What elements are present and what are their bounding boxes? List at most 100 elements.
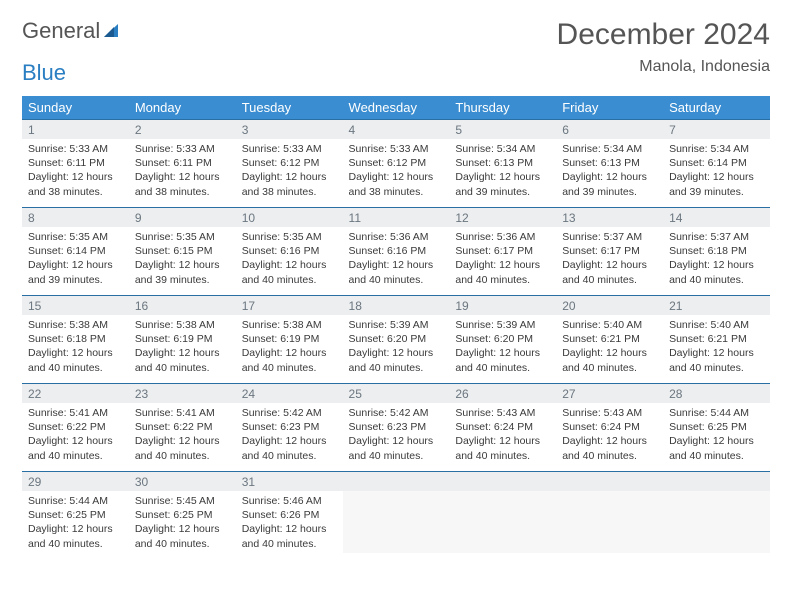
sunrise-text: Sunrise: 5:33 AM: [135, 142, 230, 156]
weekday-header: Tuesday: [236, 96, 343, 120]
daylight-text: Daylight: 12 hours and 40 minutes.: [28, 522, 123, 550]
calendar-cell: 30Sunrise: 5:45 AMSunset: 6:25 PMDayligh…: [129, 472, 236, 560]
day-body: Sunrise: 5:46 AMSunset: 6:26 PMDaylight:…: [236, 491, 343, 555]
day-body-empty: [556, 491, 663, 553]
sunset-text: Sunset: 6:22 PM: [135, 420, 230, 434]
weekday-header: Saturday: [663, 96, 770, 120]
calendar-cell: 15Sunrise: 5:38 AMSunset: 6:18 PMDayligh…: [22, 296, 129, 384]
daylight-text: Daylight: 12 hours and 39 minutes.: [28, 258, 123, 286]
day-number: 30: [129, 472, 236, 491]
location: Manola, Indonesia: [557, 58, 770, 76]
daylight-text: Daylight: 12 hours and 39 minutes.: [562, 170, 657, 198]
sunrise-text: Sunrise: 5:45 AM: [135, 494, 230, 508]
day-number: 14: [663, 208, 770, 227]
day-number: 31: [236, 472, 343, 491]
day-body: Sunrise: 5:35 AMSunset: 6:16 PMDaylight:…: [236, 227, 343, 291]
day-number: 16: [129, 296, 236, 315]
day-number: 2: [129, 120, 236, 139]
daylight-text: Daylight: 12 hours and 40 minutes.: [349, 346, 444, 374]
calendar-cell: 20Sunrise: 5:40 AMSunset: 6:21 PMDayligh…: [556, 296, 663, 384]
day-body: Sunrise: 5:44 AMSunset: 6:25 PMDaylight:…: [22, 491, 129, 555]
day-number: 24: [236, 384, 343, 403]
day-body: Sunrise: 5:36 AMSunset: 6:17 PMDaylight:…: [449, 227, 556, 291]
sunset-text: Sunset: 6:18 PM: [669, 244, 764, 258]
day-number: 22: [22, 384, 129, 403]
calendar-cell: 21Sunrise: 5:40 AMSunset: 6:21 PMDayligh…: [663, 296, 770, 384]
daylight-text: Daylight: 12 hours and 40 minutes.: [455, 434, 550, 462]
sunset-text: Sunset: 6:22 PM: [28, 420, 123, 434]
sunset-text: Sunset: 6:17 PM: [455, 244, 550, 258]
day-body: Sunrise: 5:37 AMSunset: 6:17 PMDaylight:…: [556, 227, 663, 291]
day-number: 4: [343, 120, 450, 139]
day-body-empty: [343, 491, 450, 553]
calendar-cell: 1Sunrise: 5:33 AMSunset: 6:11 PMDaylight…: [22, 120, 129, 208]
day-body: Sunrise: 5:36 AMSunset: 6:16 PMDaylight:…: [343, 227, 450, 291]
calendar-cell: 24Sunrise: 5:42 AMSunset: 6:23 PMDayligh…: [236, 384, 343, 472]
sunset-text: Sunset: 6:25 PM: [28, 508, 123, 522]
sunrise-text: Sunrise: 5:42 AM: [242, 406, 337, 420]
calendar-cell: 23Sunrise: 5:41 AMSunset: 6:22 PMDayligh…: [129, 384, 236, 472]
calendar-cell: 7Sunrise: 5:34 AMSunset: 6:14 PMDaylight…: [663, 120, 770, 208]
calendar-cell: 14Sunrise: 5:37 AMSunset: 6:18 PMDayligh…: [663, 208, 770, 296]
calendar-cell: 2 Sunrise: 5:33 AMSunset: 6:11 PMDaylight…: [129, 120, 236, 208]
logo-sail-icon: [102, 22, 122, 40]
sunset-text: Sunset: 6:20 PM: [455, 332, 550, 346]
day-body: Sunrise: 5:45 AMSunset: 6:25 PMDaylight:…: [129, 491, 236, 555]
day-number-empty: [663, 472, 770, 491]
day-number: 23: [129, 384, 236, 403]
day-number: 13: [556, 208, 663, 227]
day-number-empty: [449, 472, 556, 491]
sunrise-text: Sunrise: 5:40 AM: [562, 318, 657, 332]
calendar-cell: 3Sunrise: 5:33 AMSunset: 6:12 PMDaylight…: [236, 120, 343, 208]
day-number-empty: [556, 472, 663, 491]
sunrise-text: Sunrise: 5:34 AM: [562, 142, 657, 156]
day-number: 18: [343, 296, 450, 315]
day-body: Sunrise: 5:41 AMSunset: 6:22 PMDaylight:…: [129, 403, 236, 467]
calendar-cell: 12Sunrise: 5:36 AMSunset: 6:17 PMDayligh…: [449, 208, 556, 296]
calendar-cell: [663, 472, 770, 560]
sunrise-text: Sunrise: 5:33 AM: [349, 142, 444, 156]
day-number: 5: [449, 120, 556, 139]
calendar-cell: 13Sunrise: 5:37 AMSunset: 6:17 PMDayligh…: [556, 208, 663, 296]
daylight-text: Daylight: 12 hours and 40 minutes.: [349, 258, 444, 286]
calendar-cell: [556, 472, 663, 560]
daylight-text: Daylight: 12 hours and 39 minutes.: [455, 170, 550, 198]
calendar-cell: 19Sunrise: 5:39 AMSunset: 6:20 PMDayligh…: [449, 296, 556, 384]
day-body: Sunrise: 5:33 AMSunset: 6:12 PMDaylight:…: [236, 139, 343, 203]
sunset-text: Sunset: 6:24 PM: [562, 420, 657, 434]
sunset-text: Sunset: 6:13 PM: [562, 156, 657, 170]
day-number: 17: [236, 296, 343, 315]
calendar-cell: 11Sunrise: 5:36 AMSunset: 6:16 PMDayligh…: [343, 208, 450, 296]
weekday-header-row: Sunday Monday Tuesday Wednesday Thursday…: [22, 96, 770, 120]
weekday-header: Thursday: [449, 96, 556, 120]
day-number: 12: [449, 208, 556, 227]
daylight-text: Daylight: 12 hours and 38 minutes.: [135, 170, 230, 198]
daylight-text: Daylight: 12 hours and 40 minutes.: [135, 434, 230, 462]
day-body: Sunrise: 5:44 AMSunset: 6:25 PMDaylight:…: [663, 403, 770, 467]
calendar-row: 1Sunrise: 5:33 AMSunset: 6:11 PMDaylight…: [22, 120, 770, 208]
day-body: Sunrise: 5:39 AMSunset: 6:20 PMDaylight:…: [449, 315, 556, 379]
sunrise-text: Sunrise: 5:46 AM: [242, 494, 337, 508]
day-body: Sunrise: 5:34 AMSunset: 6:14 PMDaylight:…: [663, 139, 770, 203]
sunrise-text: Sunrise: 5:34 AM: [669, 142, 764, 156]
sunrise-text: Sunrise: 5:33 AM: [242, 142, 337, 156]
day-body: Sunrise: 5:35 AMSunset: 6:15 PMDaylight:…: [129, 227, 236, 291]
day-body: Sunrise: 5:38 AMSunset: 6:19 PMDaylight:…: [236, 315, 343, 379]
day-body: Sunrise: 5:40 AMSunset: 6:21 PMDaylight:…: [556, 315, 663, 379]
sunset-text: Sunset: 6:19 PM: [135, 332, 230, 346]
sunset-text: Sunset: 6:14 PM: [669, 156, 764, 170]
day-body: Sunrise: 5:40 AMSunset: 6:21 PMDaylight:…: [663, 315, 770, 379]
sunset-text: Sunset: 6:13 PM: [455, 156, 550, 170]
day-body: Sunrise: 5:43 AMSunset: 6:24 PMDaylight:…: [556, 403, 663, 467]
sunset-text: Sunset: 6:12 PM: [349, 156, 444, 170]
daylight-text: Daylight: 12 hours and 40 minutes.: [135, 346, 230, 374]
calendar-table: Sunday Monday Tuesday Wednesday Thursday…: [22, 96, 770, 560]
sunrise-text: Sunrise: 5:39 AM: [349, 318, 444, 332]
sunset-text: Sunset: 6:11 PM: [135, 156, 230, 170]
sunrise-text: Sunrise: 5:39 AM: [455, 318, 550, 332]
sunrise-text: Sunrise: 5:43 AM: [562, 406, 657, 420]
calendar-cell: [343, 472, 450, 560]
calendar-cell: 9Sunrise: 5:35 AMSunset: 6:15 PMDaylight…: [129, 208, 236, 296]
sunrise-text: Sunrise: 5:44 AM: [28, 494, 123, 508]
day-number: 1: [22, 120, 129, 139]
